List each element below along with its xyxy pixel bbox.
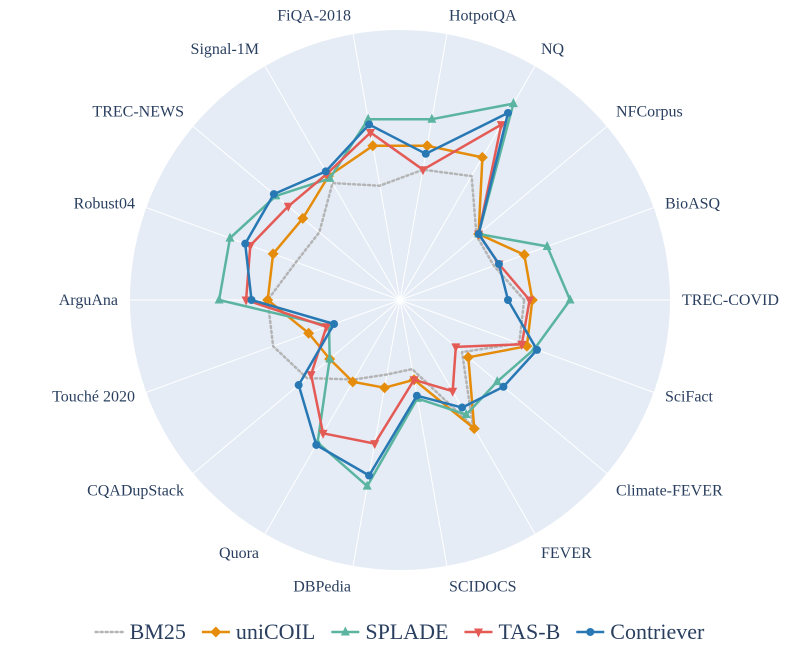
data-point-splade xyxy=(325,172,335,182)
legend-label: SPLADE xyxy=(365,619,448,644)
data-point-tas-b xyxy=(496,121,506,131)
spoke-line xyxy=(399,299,448,566)
data-point-contriever xyxy=(241,239,250,248)
axis-label: HotpotQA xyxy=(449,7,517,24)
data-point-contriever xyxy=(494,259,503,268)
spoke-line xyxy=(352,34,401,301)
axis-label: Climate-FEVER xyxy=(616,482,723,499)
data-point-unicoil xyxy=(379,382,391,394)
series-layer xyxy=(214,98,575,490)
data-point-splade xyxy=(565,294,575,304)
data-point-contriever xyxy=(269,190,278,199)
data-point-contriever xyxy=(247,296,256,304)
axis-label: SCIDOCS xyxy=(449,579,517,596)
spoke-line xyxy=(399,126,608,301)
data-point-tas-b xyxy=(517,340,527,350)
legend-swatch-marker xyxy=(210,626,222,638)
legend-item-contriever[interactable]: Contriever xyxy=(576,619,705,644)
data-point-contriever xyxy=(458,403,467,412)
data-point-unicoil xyxy=(347,376,359,388)
data-point-tas-b xyxy=(306,371,316,381)
legend-label: TAS-B xyxy=(498,619,560,644)
axis-label: Signal-1M xyxy=(191,41,259,58)
legend-swatch-marker xyxy=(586,628,595,636)
data-point-splade xyxy=(461,409,471,419)
axis-label: TREC-NEWS xyxy=(92,104,184,121)
spoke-line xyxy=(192,126,401,301)
data-point-contriever xyxy=(499,382,508,391)
data-point-splade xyxy=(542,240,552,250)
data-point-contriever xyxy=(365,471,374,480)
axis-label: Touché 2020 xyxy=(52,388,135,405)
data-point-tas-b xyxy=(283,202,293,212)
data-point-splade xyxy=(427,113,437,123)
data-point-tas-b xyxy=(370,440,380,450)
axis-label: CQADupStack xyxy=(87,482,184,499)
data-point-tas-b xyxy=(318,429,328,439)
axis-label: FiQA-2018 xyxy=(277,7,351,24)
data-point-contriever xyxy=(412,391,421,400)
data-point-unicoil xyxy=(476,151,488,163)
data-point-tas-b xyxy=(448,387,458,397)
data-point-contriever xyxy=(294,381,303,390)
data-point-splade xyxy=(362,480,372,490)
data-point-contriever xyxy=(474,230,483,239)
axis-label: Robust04 xyxy=(74,196,135,213)
data-point-splade xyxy=(225,232,235,242)
data-point-contriever xyxy=(312,440,321,449)
data-point-contriever xyxy=(421,149,430,158)
axis-label: BioASQ xyxy=(665,196,721,213)
axis-label: SciFact xyxy=(665,388,714,405)
data-point-contriever xyxy=(504,296,512,304)
legend-label: BM25 xyxy=(130,619,186,644)
legend-label: uniCOIL xyxy=(236,619,315,644)
data-point-splade xyxy=(363,113,373,123)
series-contriever xyxy=(241,108,542,480)
data-point-unicoil xyxy=(468,423,480,435)
data-point-tas-b xyxy=(451,343,461,353)
axis-label: TREC-COVID xyxy=(682,292,779,309)
axis-label: NQ xyxy=(541,41,565,58)
data-point-splade xyxy=(508,98,518,108)
legend-item-splade[interactable]: SPLADE xyxy=(331,619,448,644)
data-point-contriever xyxy=(504,108,512,117)
axis-label: NFCorpus xyxy=(616,104,683,121)
data-point-splade xyxy=(492,376,502,386)
legend-item-tas-b[interactable]: TAS-B xyxy=(464,619,560,644)
data-point-splade xyxy=(325,353,335,363)
data-point-tas-b xyxy=(365,128,375,138)
legend[interactable]: BM25 uniCOIL SPLADE TAS-B Contriever xyxy=(94,619,705,644)
data-point-contriever xyxy=(365,120,374,129)
data-point-splade xyxy=(214,294,224,304)
axis-label: ArguAna xyxy=(59,292,118,309)
data-point-unicoil xyxy=(518,249,530,261)
axis-label: DBPedia xyxy=(293,579,351,596)
legend-swatch-marker xyxy=(340,626,350,636)
data-point-unicoil xyxy=(303,327,315,339)
legend-swatch-marker xyxy=(473,628,483,638)
data-point-tas-b xyxy=(321,323,331,333)
spoke-line xyxy=(352,299,401,566)
data-point-tas-b xyxy=(409,376,419,386)
data-point-contriever xyxy=(330,320,339,329)
data-point-unicoil xyxy=(267,248,279,260)
data-point-unicoil xyxy=(462,351,474,363)
axis-label: Quora xyxy=(219,545,259,562)
data-point-tas-b xyxy=(525,296,535,306)
legend-item-bm25[interactable]: BM25 xyxy=(94,619,186,644)
axis-labels: TREC-COVID BioASQ NFCorpus NQ HotpotQA FiQA-2… xyxy=(52,7,779,595)
spoke-line xyxy=(264,299,401,535)
data-point-unicoil xyxy=(421,140,433,152)
data-point-contriever xyxy=(533,345,542,354)
data-point-tas-b xyxy=(418,166,428,176)
axis-label: FEVER xyxy=(541,545,592,562)
legend-label: Contriever xyxy=(610,619,705,644)
data-point-unicoil xyxy=(297,212,309,224)
legend-item-unicoil[interactable]: uniCOIL xyxy=(201,619,315,644)
data-point-unicoil xyxy=(367,140,379,152)
data-point-contriever xyxy=(321,167,330,176)
